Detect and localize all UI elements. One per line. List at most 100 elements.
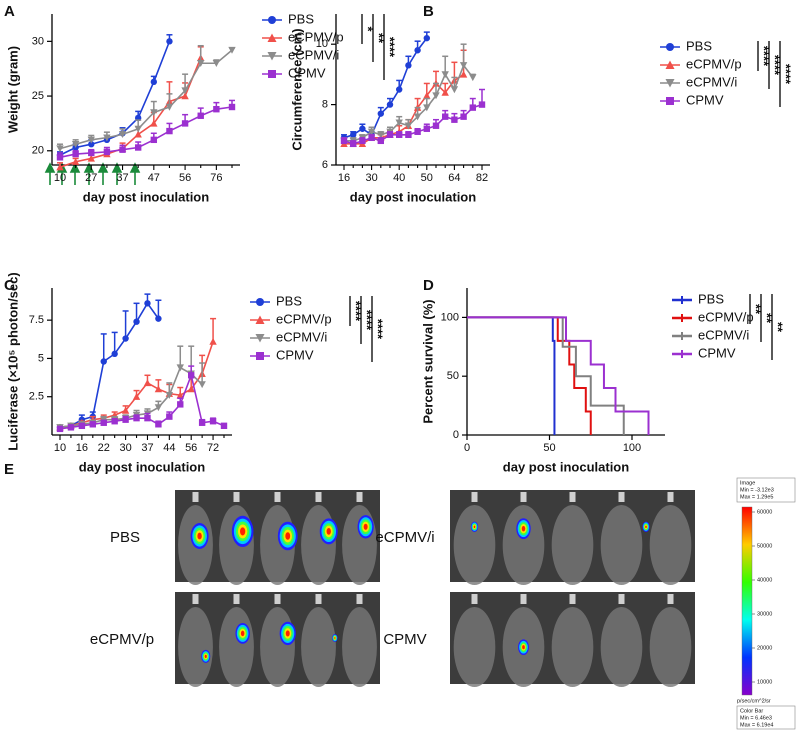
colorbar-info: Color Bar <box>740 708 763 714</box>
colorbar-unit: p/sec/cm^2/sr <box>737 698 771 704</box>
marker <box>100 358 107 365</box>
marker <box>228 46 236 54</box>
marker <box>396 131 403 138</box>
signal-blob <box>334 636 336 640</box>
marker <box>103 134 111 142</box>
marker <box>88 149 95 157</box>
marker <box>72 150 79 158</box>
mouse <box>342 607 377 687</box>
marker <box>414 128 421 135</box>
mouse <box>649 505 692 585</box>
signal-blob <box>326 528 331 535</box>
series-line <box>59 49 233 150</box>
marker <box>132 393 141 400</box>
legend-marker <box>666 97 674 105</box>
mouse <box>649 607 692 687</box>
marker <box>56 145 64 153</box>
mouse <box>301 505 336 585</box>
legend-marker <box>256 352 264 360</box>
marker <box>155 421 162 428</box>
marker <box>56 163 64 171</box>
y-tick-label: 30 <box>32 35 44 47</box>
colorbar <box>741 506 753 696</box>
x-tick-label: 44 <box>163 442 175 454</box>
x-tick-label: 50 <box>543 442 555 454</box>
clip <box>274 594 281 604</box>
series-line <box>59 301 160 429</box>
marker <box>150 109 158 117</box>
x-tick-label: 47 <box>148 172 160 184</box>
y-axis-label: Luciferase (×10⁵ photon/sec) <box>5 272 20 450</box>
marker <box>181 92 189 100</box>
x-tick-label: 76 <box>210 172 222 184</box>
marker <box>134 125 142 133</box>
x-tick-label: 50 <box>421 172 433 184</box>
legend-label: eCPMV/i <box>288 47 339 62</box>
marker <box>432 122 440 129</box>
marker <box>154 385 163 393</box>
legend-label: PBS <box>686 38 712 53</box>
marker <box>119 146 126 153</box>
clip <box>233 492 240 502</box>
colorbar-info-box <box>736 705 796 730</box>
colorbar-tick-label: 10000 <box>757 679 772 685</box>
x-axis-label: day post inoculation <box>83 189 209 204</box>
legend-label: eCPMV/p <box>276 311 332 326</box>
x-axis-label: day post inoculation <box>503 459 629 474</box>
marker <box>121 406 130 414</box>
signal-blob <box>285 630 290 637</box>
marker <box>469 104 476 111</box>
marker <box>89 421 96 428</box>
colorbar-tick-label: 20000 <box>757 645 772 651</box>
legend-label: CPMV <box>686 92 724 107</box>
marker <box>213 105 220 113</box>
y-tick-label: 7.5 <box>29 314 44 326</box>
clip <box>471 594 478 604</box>
x-axis-label: day post inoculation <box>79 459 205 474</box>
marker <box>404 122 413 130</box>
y-axis-label: Circumference (cm) <box>289 28 304 150</box>
x-tick-label: 22 <box>98 442 110 454</box>
marker <box>166 38 173 45</box>
significance-label: * <box>361 26 376 32</box>
legend-marker <box>268 70 276 78</box>
x-tick-label: 30 <box>119 442 131 454</box>
mouse <box>453 607 496 687</box>
significance-label: **** <box>360 310 375 331</box>
survival-curve <box>467 316 650 435</box>
marker <box>442 113 449 120</box>
legend-marker <box>666 43 674 51</box>
marker <box>377 110 384 117</box>
colorbar-tick-label: 40000 <box>757 577 772 583</box>
legend-marker <box>255 334 265 343</box>
signal-blob <box>363 523 368 530</box>
marker <box>350 131 357 138</box>
marker <box>166 413 173 420</box>
marker <box>87 136 95 144</box>
marker <box>56 154 64 161</box>
significance-label: ** <box>760 313 775 324</box>
marker <box>441 71 449 79</box>
marker <box>359 125 366 132</box>
legend-marker <box>267 33 277 42</box>
y-tick-label: 50 <box>447 370 459 382</box>
marker <box>209 337 217 345</box>
clip <box>192 594 199 604</box>
legend-label: eCPMV/i <box>698 327 749 342</box>
marker <box>118 131 127 139</box>
marker <box>188 372 195 379</box>
clip <box>667 594 674 604</box>
marker <box>176 364 184 372</box>
marker <box>423 91 431 99</box>
panel-label: D <box>423 277 434 294</box>
clip <box>520 492 527 502</box>
legend-label: PBS <box>698 291 724 306</box>
x-tick-label: 100 <box>623 442 641 454</box>
panel-label: B <box>423 3 434 20</box>
signal-blob <box>197 532 202 540</box>
legend-marker <box>255 315 265 324</box>
x-tick-label: 56 <box>185 442 197 454</box>
clip <box>356 492 363 502</box>
